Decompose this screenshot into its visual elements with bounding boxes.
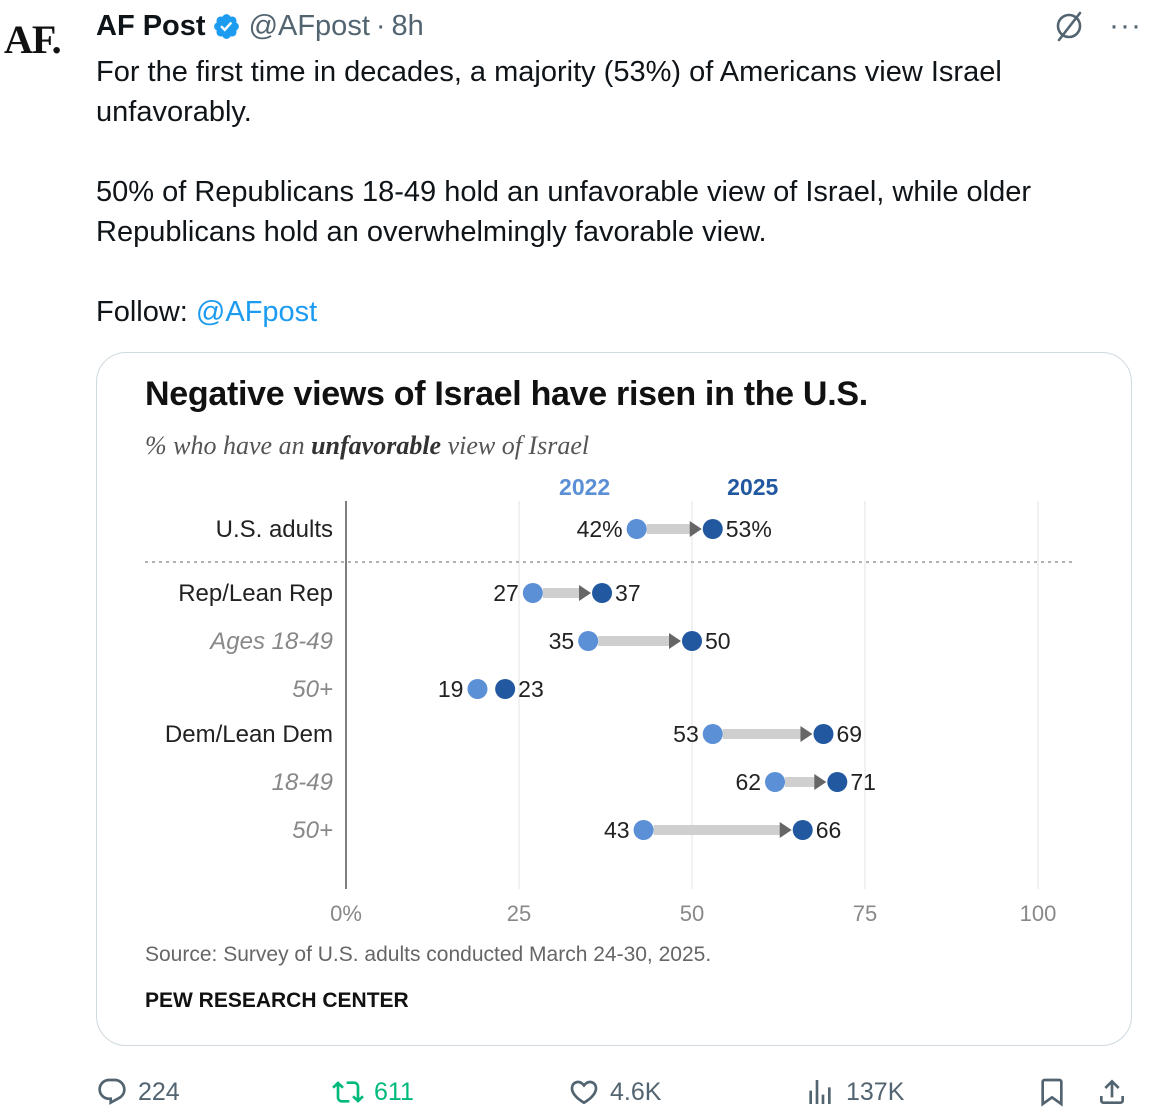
change-arrow xyxy=(814,774,827,790)
change-bar xyxy=(598,636,670,646)
retweet-count: 611 xyxy=(374,1077,414,1106)
legend-2022: 2022 xyxy=(559,474,610,500)
change-bar xyxy=(542,588,581,598)
dot-2022 xyxy=(765,772,786,792)
change-arrow xyxy=(689,521,702,537)
views-button[interactable]: 137K xyxy=(804,1070,904,1114)
tweet-actions-bar: 224 611 4.6K 137K xyxy=(96,1070,1136,1114)
share-button[interactable] xyxy=(1096,1070,1128,1114)
retweet-button[interactable]: 611 xyxy=(332,1070,414,1114)
grok-icon[interactable] xyxy=(1051,8,1087,44)
x-tick-label: 0% xyxy=(330,901,362,926)
change-arrow xyxy=(800,726,813,742)
avatar[interactable]: AF. xyxy=(4,17,62,62)
dot-2022 xyxy=(626,519,647,539)
retweet-icon xyxy=(332,1081,364,1103)
row-label: 50+ xyxy=(292,817,333,844)
chart-source: Source: Survey of U.S. adults conducted … xyxy=(145,943,712,966)
tweet-header: AF Post @AFpost · 8h xyxy=(96,6,424,46)
value-label-2025: 66 xyxy=(816,817,842,843)
change-arrow xyxy=(669,633,681,649)
tweet-time[interactable]: 8h xyxy=(391,9,424,42)
dot-2022 xyxy=(467,679,488,699)
dot-2022 xyxy=(633,820,654,840)
chart-subtitle: % who have an unfavorable view of Israel xyxy=(145,431,590,460)
dot-2025 xyxy=(702,519,723,539)
reply-icon xyxy=(98,1078,126,1105)
x-tick-label: 50 xyxy=(680,901,704,926)
follow-mention-link[interactable]: @AFpost xyxy=(195,296,318,328)
value-label-2025: 71 xyxy=(850,769,876,795)
author-handle[interactable]: @AFpost xyxy=(248,9,370,42)
dot-2022 xyxy=(522,583,543,603)
bookmark-button[interactable] xyxy=(1036,1070,1068,1114)
value-label-2022: 35 xyxy=(549,628,575,654)
value-label-2022: 27 xyxy=(493,580,519,606)
dot-2022 xyxy=(702,724,723,744)
legend-2025: 2025 xyxy=(727,474,778,500)
tweet-text: For the first time in decades, a majorit… xyxy=(96,52,1126,332)
dot-2025 xyxy=(495,679,516,699)
change-bar xyxy=(646,524,691,534)
views-count: 137K xyxy=(846,1077,905,1106)
more-options-icon[interactable]: ··· xyxy=(1109,9,1142,42)
tweet-top-actions: ··· xyxy=(1051,8,1142,44)
value-label-2022: 62 xyxy=(735,769,761,795)
row-label: U.S. adults xyxy=(216,516,333,543)
author-name[interactable]: AF Post xyxy=(96,9,206,42)
dot-2025 xyxy=(682,631,702,651)
value-label-2025: 37 xyxy=(615,580,641,606)
like-button[interactable]: 4.6K xyxy=(568,1070,661,1114)
value-label-2022: 53 xyxy=(673,721,699,747)
change-bar xyxy=(653,825,781,835)
dot-2025 xyxy=(592,583,613,603)
tweet-paragraph-3: Follow: @AFpost xyxy=(96,292,1126,332)
value-label-2025: 23 xyxy=(518,676,544,702)
change-arrow xyxy=(779,822,792,838)
like-count: 4.6K xyxy=(610,1077,662,1106)
dot-2025 xyxy=(827,772,848,792)
chart-credit: PEW RESEARCH CENTER xyxy=(145,989,409,1012)
separator-dot: · xyxy=(375,9,386,42)
chart-image-card[interactable]: Negative views of Israel have risen in t… xyxy=(96,352,1132,1046)
dot-2025 xyxy=(813,724,834,744)
dumbbell-chart: 0% 25 50 75 100 2022 2025 U.S. adults 42% 53% Rep/… xyxy=(145,474,1072,926)
change-bar xyxy=(722,729,802,739)
x-tick-label: 75 xyxy=(853,901,877,926)
row-label: Rep/Lean Rep xyxy=(178,580,333,607)
heart-icon xyxy=(570,1080,598,1105)
value-label-2025: 53% xyxy=(726,516,772,542)
change-arrow xyxy=(579,585,592,601)
value-label-2022: 42% xyxy=(577,516,623,542)
value-label-2025: 69 xyxy=(836,721,862,747)
chart-title: Negative views of Israel have risen in t… xyxy=(145,375,868,413)
reply-count: 224 xyxy=(138,1077,180,1106)
row-label: Dem/Lean Dem xyxy=(165,721,333,748)
row-label: 50+ xyxy=(292,676,333,703)
dot-2022 xyxy=(578,631,599,651)
tweet-paragraph-2: 50% of Republicans 18-49 hold an unfavor… xyxy=(96,176,1032,248)
change-bar xyxy=(785,777,816,787)
share-icon xyxy=(1100,1079,1124,1104)
value-label-2022: 19 xyxy=(438,676,464,702)
dot-2025 xyxy=(792,820,813,840)
row-label: 18-49 xyxy=(272,769,333,796)
x-tick-label: 100 xyxy=(1020,901,1057,926)
follow-label: Follow: xyxy=(96,296,188,328)
tweet-paragraph-1: For the first time in decades, a majorit… xyxy=(96,56,1002,128)
bookmark-icon xyxy=(1041,1078,1063,1107)
verified-badge-icon xyxy=(213,13,239,39)
views-chart-icon xyxy=(809,1080,831,1104)
row-label: Ages 18-49 xyxy=(208,628,333,655)
value-label-2025: 50 xyxy=(705,628,731,654)
value-label-2022: 43 xyxy=(604,817,630,843)
reply-button[interactable]: 224 xyxy=(96,1070,180,1114)
x-tick-label: 25 xyxy=(507,901,531,926)
